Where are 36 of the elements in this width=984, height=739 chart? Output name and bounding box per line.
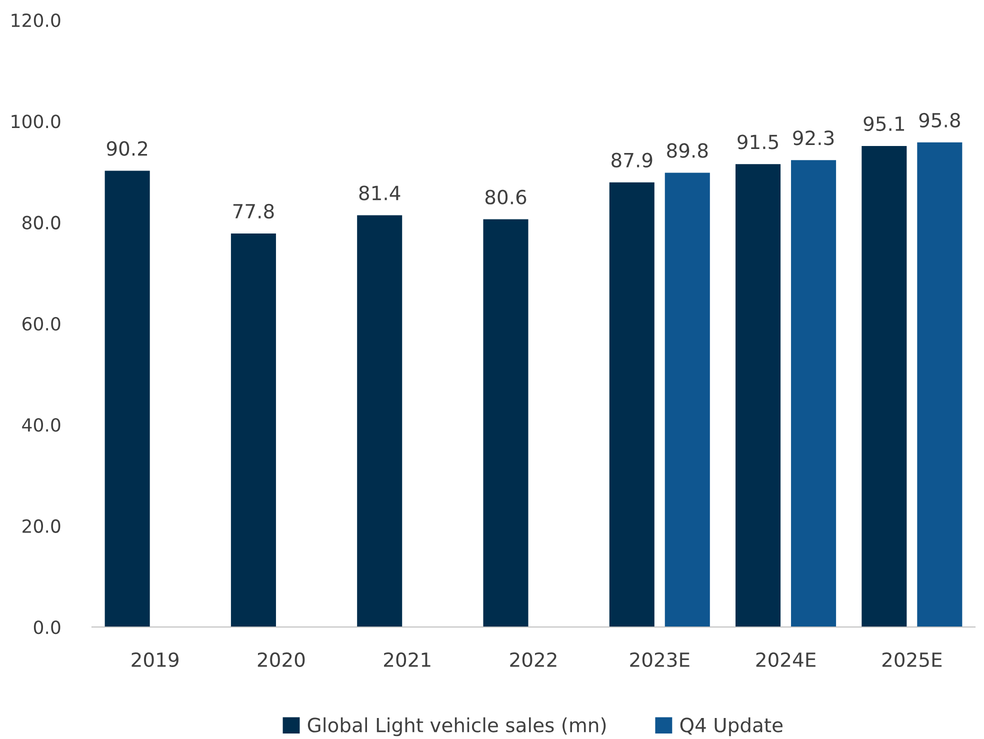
data-label: 89.8: [667, 143, 708, 158]
data-label: 92.3: [793, 130, 834, 146]
bar: [917, 142, 962, 627]
data-label: 95.1: [864, 116, 904, 132]
bar: [230, 233, 276, 627]
data-label: 87.9: [612, 152, 652, 168]
data-label: 81.4: [359, 186, 400, 200]
x-tick-label: 2021: [384, 652, 430, 668]
bar: [357, 215, 402, 627]
bar: [791, 160, 836, 627]
x-tick-label: 2024E: [756, 652, 816, 668]
data-label: 90.2: [106, 141, 148, 156]
bar: [862, 146, 907, 627]
data-label: 91.5: [738, 134, 778, 150]
bar: [736, 164, 781, 627]
data-label: 80.6: [485, 190, 526, 204]
data-label: 95.8: [919, 112, 960, 128]
y-tick-label: 100.0: [12, 114, 60, 128]
y-tick-label: 60.0: [22, 316, 60, 331]
x-tick-label: 2023E: [630, 652, 690, 668]
y-tick-label: 20.0: [22, 519, 60, 533]
bar: [483, 219, 528, 627]
x-tick-label: 2019: [132, 652, 178, 668]
legend-label: Q4 Update: [680, 717, 782, 736]
y-tick-label: 80.0: [22, 216, 60, 230]
data-label: 77.8: [233, 204, 274, 219]
bar: [664, 172, 710, 627]
bar: [609, 182, 654, 627]
y-tick-label: 40.0: [22, 418, 60, 432]
x-tick-label: 2020: [258, 652, 305, 668]
y-tick-label: 120.0: [12, 13, 60, 28]
y-tick-label: 0.0: [34, 620, 60, 634]
x-tick-label: 2022: [510, 652, 556, 668]
bar: [104, 170, 150, 627]
legend-label: Global Light vehicle sales (mn): [308, 717, 606, 736]
x-tick-label: 2025E: [882, 652, 942, 668]
